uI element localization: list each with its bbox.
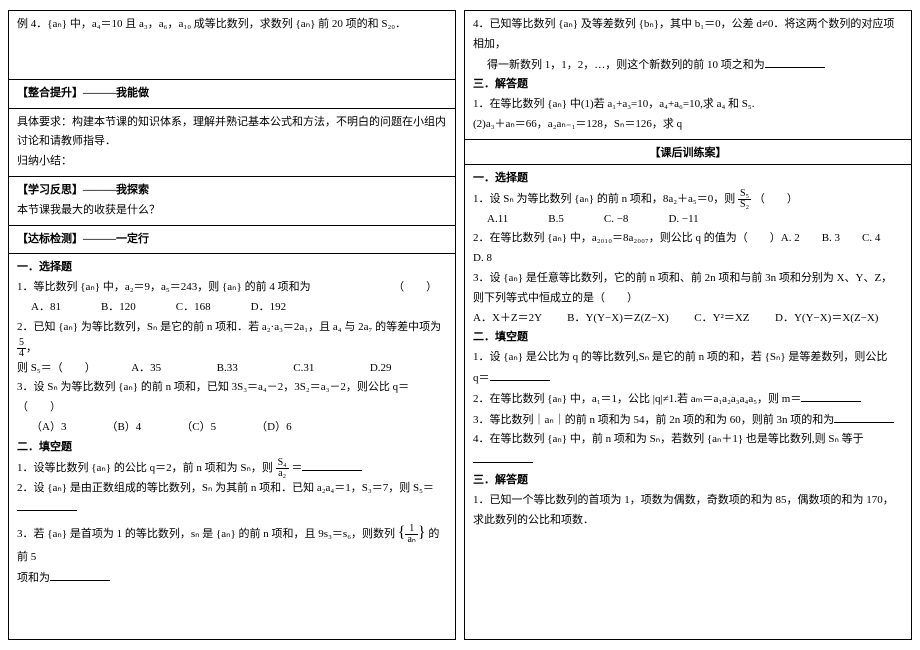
f1-text: 1．设等比数列 {aₙ} 的公比 q＝2，前 n 项和为 Sₙ，则 bbox=[17, 462, 276, 474]
q2-o3: C.31 bbox=[293, 362, 314, 374]
t1-options: A.11 B.5 C. −8 D. −11 bbox=[473, 210, 903, 230]
train-title: 【课后训练案】 bbox=[465, 139, 911, 165]
f2-blank bbox=[17, 498, 77, 511]
f3-blank bbox=[50, 568, 110, 581]
tsec2-title: 二．填空题 bbox=[473, 328, 903, 348]
q2-o2: B.33 bbox=[217, 362, 238, 374]
t3-a: A．X＋Z＝2Y bbox=[473, 312, 542, 324]
page: 例 4．{aₙ} 中，a₄＝10 且 a₃，a₆，a₁₀ 成等比数列，求数列 {… bbox=[0, 0, 920, 650]
f3-text-a: 3．若 {aₙ} 是首项为 1 的等比数列，sₙ 是 {aₙ} 的前 n 项和，… bbox=[17, 528, 395, 540]
f1-frac: S₄a₂ bbox=[276, 458, 289, 479]
t1-o1: A.11 bbox=[487, 210, 508, 230]
f1-eq: ＝ bbox=[291, 462, 302, 474]
fansi-body: 本节课我最大的收获是什么？ bbox=[17, 201, 447, 221]
t1-text-b: （ ） bbox=[754, 193, 798, 205]
right-top: 4．已知等比数列 {aₙ} 及等差数列 {bₙ}，其中 b₁＝0，公差 d≠0．… bbox=[465, 11, 911, 139]
f1: 1．设等比数列 {aₙ} 的公比 q＝2，前 n 项和为 Sₙ，则 S₄a₂ ＝ bbox=[17, 458, 447, 479]
r4-line1: 4．已知等比数列 {aₙ} 及等差数列 {bₙ}，其中 b₁＝0，公差 d≠0．… bbox=[473, 15, 903, 55]
sec2-title: 二．填空题 bbox=[17, 438, 447, 458]
t3-b: B．Y(Y−X)＝Z(Z−X) bbox=[567, 312, 669, 324]
s2: (2)a₃＋aₙ＝66，a₂aₙ₋₁＝128，Sₙ＝126，求 q bbox=[473, 115, 903, 135]
tf4-blank bbox=[473, 450, 533, 463]
tf1b-text: q＝ bbox=[473, 372, 490, 384]
t3-c: C．Y²＝XZ bbox=[694, 312, 749, 324]
dabiao-head: 【达标检测】———一定行 bbox=[9, 225, 455, 255]
t1-frac: S₅S₂ bbox=[738, 189, 751, 210]
q3-a: （A）3 bbox=[31, 418, 66, 438]
q1-c: C．168 bbox=[176, 298, 211, 318]
tf3-blank bbox=[834, 410, 894, 423]
r4-blank bbox=[765, 55, 825, 68]
tf3-text: 3．等比数列｜aₙ｜的前 n 项和为 54，前 2n 项的和为 60，则前 3n… bbox=[473, 414, 834, 426]
tf2-text: 2．在等比数列 {aₙ} 中，a₁＝1，公比 |q|≠1.若 aₘ＝a₁a₂a₃… bbox=[473, 393, 801, 405]
q3-c: （C）5 bbox=[181, 418, 216, 438]
zhenghe-block: 【整合提升】———我能做 bbox=[9, 79, 455, 108]
f3: 3．若 {aₙ} 是首项为 1 的等比数列，sₙ 是 {aₙ} 的前 n 项和，… bbox=[17, 519, 447, 568]
f3-line2: 项和为 bbox=[17, 568, 447, 589]
tsec3-title: 三．解答题 bbox=[473, 471, 903, 491]
tf4-text: 4．在等比数列 {aₙ} 中，前 n 项和为 Sₙ，若数列 {aₙ＋1} 也是等… bbox=[473, 433, 864, 445]
t3-d: D．Y(Y−X)＝X(Z−X) bbox=[775, 312, 878, 324]
example-4: 例 4．{aₙ} 中，a₄＝10 且 a₃，a₆，a₁₀ 成等比数列，求数列 {… bbox=[9, 11, 455, 39]
q3-options: （A）3 （B）4 （C）5 （D）6 bbox=[17, 418, 447, 438]
q1-d: D．192 bbox=[251, 298, 286, 318]
zhenghe-body: 具体要求：构建本节课的知识体系，理解并熟记基本公式和方法，不明白的问题在小组内讨… bbox=[17, 113, 447, 153]
tf3: 3．等比数列｜aₙ｜的前 n 项和为 54，前 2n 项的和为 60，则前 3n… bbox=[473, 410, 903, 431]
fansifirst: 【学习反思】———我探索 本节课我最大的收获是什么？ bbox=[9, 176, 455, 225]
t3-options: A．X＋Z＝2Y B．Y(Y−X)＝Z(Z−X) C．Y²＝XZ D．Y(Y−X… bbox=[473, 309, 903, 329]
f3-frac: 1aₙ bbox=[405, 524, 417, 545]
f1-blank bbox=[302, 458, 362, 471]
tf2-blank bbox=[801, 389, 861, 402]
dabiao-title: 【达标检测】———一定行 bbox=[17, 233, 149, 245]
tf1-blank bbox=[490, 368, 550, 381]
tf1b-line: q＝ bbox=[473, 368, 903, 389]
t1-o4: D. −11 bbox=[668, 210, 698, 230]
q1-options: A．81 B．120 C．168 D．192 bbox=[17, 298, 447, 318]
q3: 3．设 Sₙ 为等比数列 {aₙ} 的前 n 项和，已知 3S₃＝a₄－2，3S… bbox=[17, 378, 447, 418]
tf1: 1．设 {aₙ} 是公比为 q 的等比数列,Sₙ 是它的前 n 项的和，若 {S… bbox=[473, 348, 903, 368]
r4-text: 得一新数列 1，1，2，…，则这个新数列的前 10 项之和为 bbox=[487, 59, 765, 71]
q3-b: （B）4 bbox=[106, 418, 141, 438]
t3: 3．设 {aₙ} 是任意等比数列，它的前 n 项和、前 2n 项和与前 3n 项… bbox=[473, 269, 903, 309]
tf2: 2．在等比数列 {aₙ} 中，a₁＝1，公比 |q|≠1.若 aₘ＝a₁a₂a₃… bbox=[473, 389, 903, 410]
r4-line2: 得一新数列 1，1，2，…，则这个新数列的前 10 项之和为 bbox=[473, 55, 903, 76]
t1: 1．设 Sₙ 为等比数列 {aₙ} 的前 n 项和，8a₂＋a₅＝0，则 S₅S… bbox=[473, 189, 903, 210]
q2-o4: D.29 bbox=[370, 362, 392, 374]
q2-line2: 则 S₅＝（ ） A．35 B.33 C.31 D.29 bbox=[17, 359, 447, 379]
q2-o1: A．35 bbox=[131, 362, 161, 374]
t1-o3: C. −8 bbox=[604, 210, 629, 230]
tsec1-title: 一．选择题 bbox=[473, 169, 903, 189]
q2-frac: 54 bbox=[17, 338, 26, 359]
zhenghe-title: 【整合提升】———我能做 bbox=[17, 84, 447, 104]
fansi-title: 【学习反思】———我探索 bbox=[17, 181, 447, 201]
f2: 2．设 {aₙ} 是由正数组成的等比数列，Sₙ 为其前 n 项和．已知 a₂a₄… bbox=[17, 479, 447, 520]
s1: 1．在等比数列 {aₙ} 中(1)若 a₁+a₃=10，a₄+a₆=10,求 a… bbox=[473, 95, 903, 115]
t1-text-a: 1．设 Sₙ 为等比数列 {aₙ} 的前 n 项和，8a₂＋a₅＝0，则 bbox=[473, 193, 738, 205]
zhenghe-body-block: 具体要求：构建本节课的知识体系，理解并熟记基本公式和方法，不明白的问题在小组内讨… bbox=[9, 108, 455, 176]
train-body: 一．选择题 1．设 Sₙ 为等比数列 {aₙ} 的前 n 项和，8a₂＋a₅＝0… bbox=[465, 165, 911, 535]
q1-b: B．120 bbox=[101, 298, 136, 318]
zhenghe-summary: 归纳小结： bbox=[17, 152, 447, 172]
t2: 2．在等比数列 {aₙ} 中，a₂₀₁₀＝8a₂₀₀₇，则公比 q 的值为（ ）… bbox=[473, 229, 903, 269]
f2-text: 2．设 {aₙ} 是由正数组成的等比数列，Sₙ 为其前 n 项和．已知 a₂a₄… bbox=[17, 482, 434, 494]
q2-line1: 2．已知 {aₙ} 为等比数列，Sₙ 是它的前 n 项和．若 a₂·a₃＝2a₁… bbox=[17, 318, 447, 359]
ts1: 1．已知一个等比数列的首项为 1，项数为偶数，奇数项的和为 85，偶数项的和为 … bbox=[473, 491, 903, 531]
sec1-title: 一．选择题 bbox=[17, 258, 447, 278]
q1: 1．等比数列 {aₙ} 中，a₂＝9，a₅＝243，则 {aₙ} 的前 4 项和… bbox=[17, 278, 447, 298]
tf4: 4．在等比数列 {aₙ} 中，前 n 项和为 Sₙ，若数列 {aₙ＋1} 也是等… bbox=[473, 430, 903, 471]
sec3-title: 三．解答题 bbox=[473, 75, 903, 95]
q2-text-b: ， bbox=[26, 342, 37, 354]
f3-text-c: 项和为 bbox=[17, 572, 50, 584]
q1-a: A．81 bbox=[31, 298, 61, 318]
choice-section: 一．选择题 1．等比数列 {aₙ} 中，a₂＝9，a₅＝243，则 {aₙ} 的… bbox=[9, 254, 455, 592]
q2-text-a: 2．已知 {aₙ} 为等比数列，Sₙ 是它的前 n 项和．若 a₂·a₃＝2a₁… bbox=[17, 321, 441, 333]
right-column: 4．已知等比数列 {aₙ} 及等差数列 {bₙ}，其中 b₁＝0，公差 d≠0．… bbox=[464, 10, 912, 640]
q2-text-c: 则 S₅＝（ ） bbox=[17, 362, 96, 374]
q3-d: （D）6 bbox=[256, 418, 291, 438]
t1-o2: B.5 bbox=[548, 210, 564, 230]
left-column: 例 4．{aₙ} 中，a₄＝10 且 a₃，a₆，a₁₀ 成等比数列，求数列 {… bbox=[8, 10, 456, 640]
